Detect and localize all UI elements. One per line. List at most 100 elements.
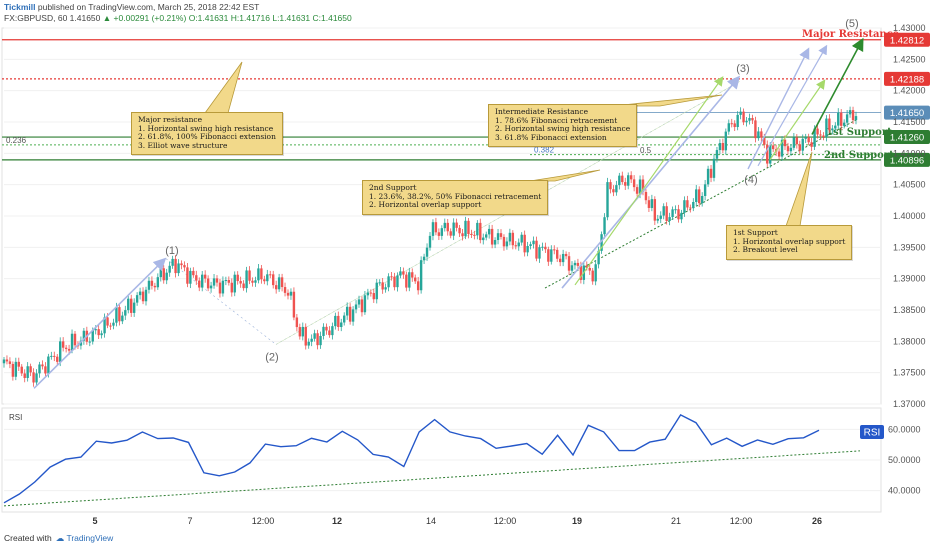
candle-body — [156, 277, 160, 288]
candle-body — [656, 218, 659, 221]
candle-body — [97, 329, 100, 336]
candle-body — [665, 206, 668, 221]
candle-body — [177, 263, 180, 274]
candle-body — [399, 271, 402, 276]
candle-body — [337, 315, 340, 328]
candle-body — [115, 307, 118, 323]
time-tick-label: 12:00 — [494, 516, 517, 526]
candle-body — [138, 291, 142, 296]
major-resistance-price-tag — [884, 32, 930, 47]
candle-body — [304, 326, 307, 346]
candle-body — [641, 179, 645, 193]
candle-body — [236, 274, 239, 282]
candle-body — [698, 189, 701, 204]
candle-body — [153, 285, 157, 288]
candle-body — [248, 270, 251, 281]
candle-body — [165, 272, 168, 281]
candle-body — [334, 315, 337, 327]
candle-body — [26, 366, 29, 378]
first-support-label: 1st Support — [826, 127, 892, 138]
candle-body — [183, 265, 186, 268]
candle-body — [612, 189, 615, 193]
candle-body — [848, 110, 852, 115]
time-tick-label: 12 — [332, 516, 342, 526]
candle-body — [366, 292, 370, 296]
price-tick-label: 1.38000 — [893, 336, 926, 346]
publisher-name[interactable]: Tickmill — [4, 2, 36, 12]
candle-body — [644, 192, 648, 201]
candle-body — [132, 302, 136, 313]
candle-body — [372, 293, 375, 300]
candle-body — [195, 275, 198, 281]
candle-body — [567, 256, 571, 271]
candle-body — [455, 222, 458, 228]
candle-body — [594, 264, 597, 282]
candle-body — [496, 233, 500, 241]
candle-body — [523, 234, 526, 253]
candle-body — [79, 340, 83, 346]
candle-body — [283, 287, 287, 293]
candle-body — [650, 199, 654, 208]
wave-1-label: (1) — [165, 245, 178, 257]
candle-body — [632, 179, 636, 188]
candle-body — [597, 250, 600, 265]
candle-body — [591, 270, 594, 282]
intermediate-resistance-note: Intermediate Resistance 1. 78.6% Fibonac… — [488, 104, 638, 148]
candle-body — [171, 258, 174, 266]
candle-body — [103, 317, 106, 334]
candle-body — [50, 355, 53, 357]
candle-body — [112, 322, 115, 326]
candle-body — [416, 281, 420, 291]
candle-body — [82, 330, 86, 341]
candle-body — [272, 274, 275, 286]
candle-body — [348, 306, 352, 322]
candle-body — [461, 233, 464, 237]
major-resistance-price-tag-text: 1.42812 — [890, 35, 924, 46]
candle-body — [180, 263, 183, 266]
candle-body — [35, 373, 38, 383]
candle-body — [425, 247, 429, 257]
candle-body — [17, 361, 20, 367]
candle-body — [573, 262, 577, 266]
candle-body — [310, 338, 313, 342]
candle-body — [777, 151, 781, 157]
candle-body — [695, 189, 698, 202]
candle-body — [748, 117, 751, 121]
candle-body — [479, 222, 482, 241]
candle-body — [689, 207, 692, 209]
support-trendline — [544, 118, 859, 289]
candle-body — [124, 310, 127, 316]
intermediate-resistance-price-tag-text: 1.42188 — [890, 74, 924, 85]
candle-body — [520, 234, 523, 243]
candle-body — [547, 249, 550, 262]
price-tick-label: 1.37000 — [893, 399, 926, 409]
candle-body — [150, 280, 154, 286]
candle-body — [564, 253, 568, 257]
wave-2-label: (2) — [265, 351, 278, 363]
candle-body — [257, 268, 260, 281]
candle-body — [745, 120, 748, 123]
candle-body — [73, 333, 77, 346]
candle-body — [41, 364, 44, 367]
candle-body — [505, 241, 509, 247]
candle-body — [280, 277, 284, 288]
candlestick-series — [2, 106, 858, 387]
candle-body — [437, 232, 441, 236]
candle-body — [538, 247, 541, 259]
candle-body — [718, 143, 722, 151]
tradingview-logo[interactable]: ☁ TradingView — [55, 533, 114, 543]
candle-body — [11, 363, 15, 377]
candle-body — [721, 143, 725, 151]
candle-body — [600, 234, 603, 251]
candle-body — [23, 373, 26, 378]
rsi-tick-label: 60.0000 — [888, 424, 921, 434]
time-axis: 5 7 12:00 12 14 12:00 19 21 12:00 26 — [92, 516, 822, 526]
candle-body — [514, 245, 517, 247]
candle-body — [118, 307, 121, 322]
candle-body — [576, 262, 580, 266]
candle-body — [629, 175, 633, 180]
ohlc-values: O:1.41631 H:1.41716 L:1.41631 C:1.41650 — [186, 13, 352, 23]
candle-body — [130, 298, 133, 313]
major-resistance-note: Major resistance 1. Horizontal swing hig… — [131, 112, 283, 156]
candle-body — [298, 327, 302, 337]
